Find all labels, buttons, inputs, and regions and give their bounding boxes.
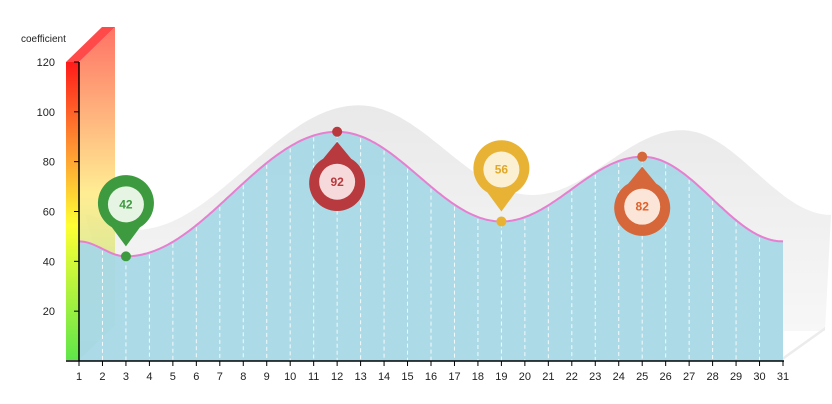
x-tick-label: 20 (519, 371, 531, 383)
x-tick-label: 21 (542, 371, 554, 383)
x-tick-label: 16 (425, 371, 437, 383)
floor-plane (783, 327, 825, 360)
gradient-bar (66, 62, 79, 360)
marker-pin-inner (319, 163, 356, 200)
x-tick-label: 28 (706, 371, 718, 383)
marker-pin-inner (483, 151, 520, 188)
y-tick-label: 120 (37, 57, 55, 69)
x-tick-label: 30 (753, 371, 765, 383)
marker-label: 42 (119, 197, 133, 211)
x-tick-label: 25 (636, 371, 648, 383)
x-tick-label: 9 (264, 371, 270, 383)
x-tick-label: 1 (76, 371, 82, 383)
y-tick-label: 100 (37, 107, 55, 119)
x-tick-label: 3 (123, 371, 129, 383)
x-tick-label: 7 (217, 371, 223, 383)
y-tick-label: 20 (43, 306, 55, 318)
x-tick-label: 19 (495, 371, 507, 383)
x-axis-ticks: 1 2 3 4 5 6 7 8 9 10 11 12 13 14 15 16 17 18 19 20 21 22 23 24 2… (76, 361, 789, 383)
y-axis-ticks: 20 40 60 80 100 120 (37, 57, 79, 318)
x-tick-label: 29 (730, 371, 742, 383)
data-point[interactable] (332, 126, 343, 137)
x-tick-label: 23 (589, 371, 601, 383)
x-tick-label: 2 (99, 371, 105, 383)
x-tick-label: 24 (613, 371, 625, 383)
x-tick-label: 6 (193, 371, 199, 383)
x-tick-label: 27 (683, 371, 695, 383)
marker-label: 82 (636, 200, 650, 214)
x-tick-label: 31 (777, 371, 789, 383)
x-tick-label: 15 (401, 371, 413, 383)
data-point[interactable] (496, 216, 507, 227)
marker-label: 92 (330, 175, 344, 189)
y-tick-label: 60 (43, 207, 55, 219)
x-tick-label: 17 (448, 371, 460, 383)
data-point[interactable] (637, 151, 648, 162)
marker-pin-inner (624, 188, 661, 225)
x-tick-label: 26 (660, 371, 672, 383)
x-tick-label: 4 (146, 371, 152, 383)
x-tick-label: 10 (284, 371, 296, 383)
gradient-bar-top (66, 27, 115, 62)
y-tick-label: 80 (43, 157, 55, 169)
x-tick-label: 13 (354, 371, 366, 383)
series-line (78, 130, 784, 258)
x-tick-label: 8 (240, 371, 246, 383)
x-tick-label: 12 (331, 371, 343, 383)
markers: 42 92 56 82 (97, 126, 671, 262)
data-point[interactable] (120, 251, 131, 262)
x-tick-label: 22 (566, 371, 578, 383)
x-tick-label: 18 (472, 371, 484, 383)
x-tick-label: 5 (170, 371, 176, 383)
y-axis-title: coefficient (21, 34, 66, 45)
y-tick-label: 40 (43, 256, 55, 268)
x-tick-label: 11 (308, 371, 319, 383)
marker-label: 56 (495, 162, 509, 176)
marker-pin-inner (107, 186, 144, 223)
x-tick-label: 14 (378, 371, 390, 383)
